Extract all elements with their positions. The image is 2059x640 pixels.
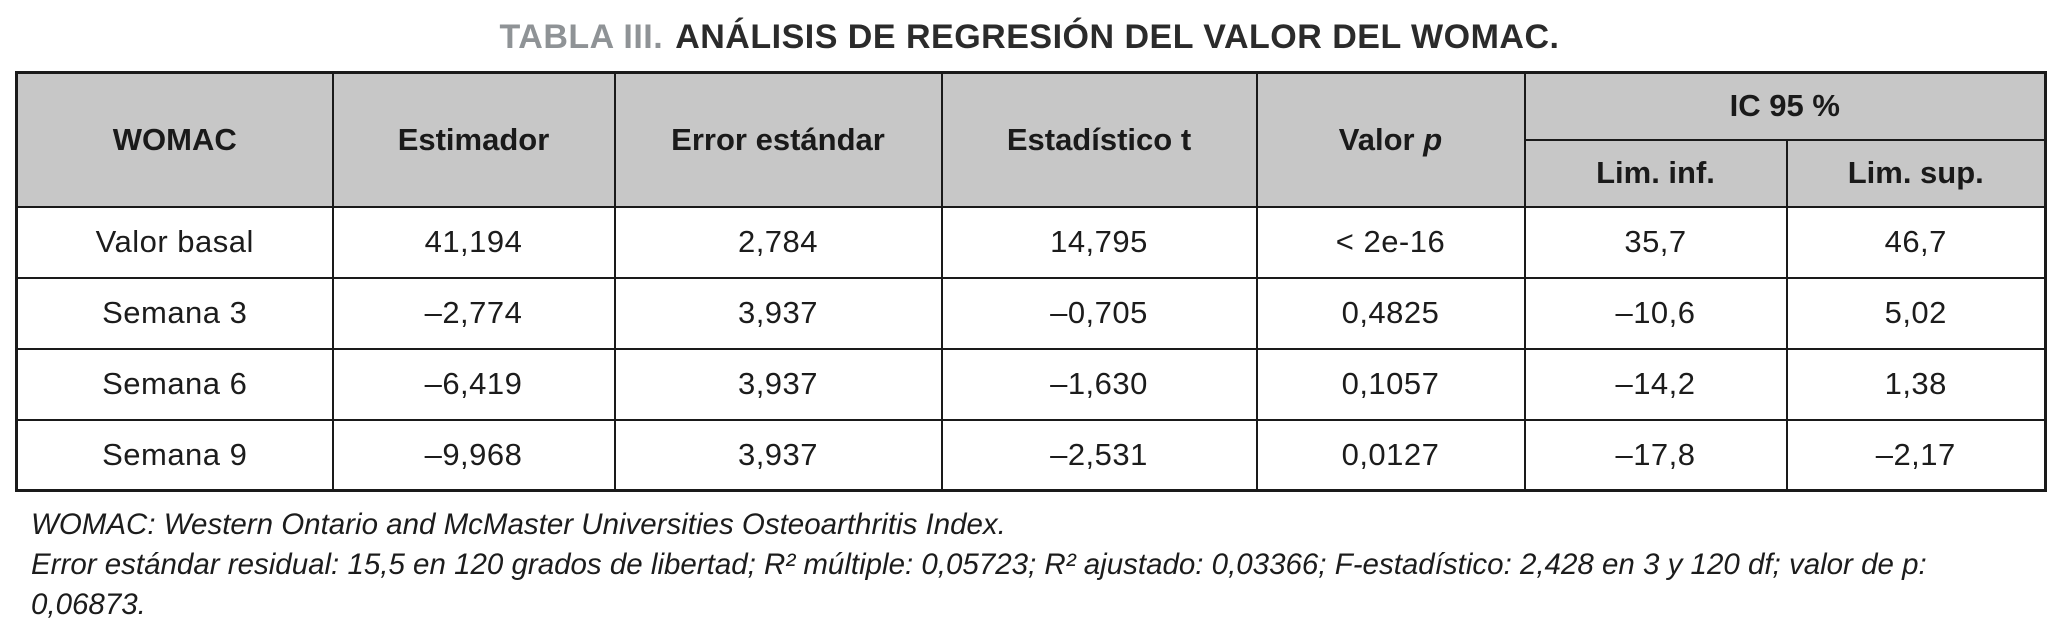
cell-estimador: 41,194: [331, 205, 616, 279]
cell-estadistico-t: –2,531: [940, 418, 1258, 492]
cell-womac: Semana 9: [15, 418, 334, 492]
cell-error-estandar: 3,937: [613, 418, 943, 492]
header-womac: WOMAC: [15, 71, 334, 208]
table-row: Valor basal 41,194 2,784 14,795 < 2e-16 …: [15, 205, 2047, 279]
cell-lim-sup: 46,7: [1785, 205, 2047, 279]
cell-valor-p: 0,4825: [1255, 276, 1526, 350]
header-error-estandar: Error estándar: [613, 71, 943, 208]
cell-estadistico-t: 14,795: [940, 205, 1258, 279]
cell-lim-inf: 35,7: [1523, 205, 1788, 279]
cell-estadistico-t: –1,630: [940, 347, 1258, 421]
footnote-statistics: Error estándar residual: 15,5 en 120 gra…: [31, 548, 1927, 622]
cell-womac: Semana 6: [15, 347, 334, 421]
cell-lim-inf: –17,8: [1523, 418, 1788, 492]
header-estimador: Estimador: [331, 71, 616, 208]
header-valor-p-text: Valor: [1338, 121, 1415, 157]
cell-estimador: –9,968: [331, 418, 616, 492]
cell-error-estandar: 2,784: [613, 205, 943, 279]
table-row: Semana 9 –9,968 3,937 –2,531 0,0127 –17,…: [15, 418, 2047, 492]
header-valor-p: Valor p: [1255, 71, 1526, 208]
table-label: TABLA III.: [499, 18, 664, 56]
cell-lim-sup: –2,17: [1785, 418, 2047, 492]
table-body: Valor basal 41,194 2,784 14,795 < 2e-16 …: [15, 205, 2047, 492]
regression-table: WOMAC Estimador Error estándar Estadísti…: [15, 71, 2047, 492]
cell-lim-sup: 5,02: [1785, 276, 2047, 350]
cell-estadistico-t: –0,705: [940, 276, 1258, 350]
cell-lim-sup: 1,38: [1785, 347, 2047, 421]
header-valor-p-symbol: p: [1423, 121, 1443, 157]
cell-error-estandar: 3,937: [613, 276, 943, 350]
table-row: Semana 3 –2,774 3,937 –0,705 0,4825 –10,…: [15, 276, 2047, 350]
cell-womac: Valor basal: [15, 205, 334, 279]
header-row-1: WOMAC Estimador Error estándar Estadísti…: [15, 71, 2047, 208]
cell-valor-p: 0,0127: [1255, 418, 1526, 492]
cell-lim-inf: –10,6: [1523, 276, 1788, 350]
cell-womac: Semana 3: [15, 276, 334, 350]
table-title: TABLA III. ANÁLISIS DE REGRESIÓN DEL VALO…: [15, 18, 2044, 57]
header-lim-inf: Lim. inf.: [1523, 138, 1788, 208]
cell-valor-p: < 2e-16: [1255, 205, 1526, 279]
cell-error-estandar: 3,937: [613, 347, 943, 421]
cell-lim-inf: –14,2: [1523, 347, 1788, 421]
footnote-abbreviation: WOMAC: Western Ontario and McMaster Univ…: [31, 508, 1006, 541]
table-row: Semana 6 –6,419 3,937 –1,630 0,1057 –14,…: [15, 347, 2047, 421]
cell-valor-p: 0,1057: [1255, 347, 1526, 421]
cell-estimador: –2,774: [331, 276, 616, 350]
header-row-2: Lim. inf. Lim. sup.: [17, 138, 2047, 208]
cell-estimador: –6,419: [331, 347, 616, 421]
header-ic95: IC 95 %: [1523, 71, 2047, 141]
header-estadistico-t: Estadístico t: [940, 71, 1258, 208]
footnotes: WOMAC: Western Ontario and McMaster Univ…: [15, 505, 2044, 625]
table-header: WOMAC Estimador Error estándar Estadísti…: [15, 71, 2047, 208]
header-lim-sup: Lim. sup.: [1785, 138, 2047, 208]
table-caption: ANÁLISIS DE REGRESIÓN DEL VALOR DEL WOMA…: [675, 18, 1560, 56]
